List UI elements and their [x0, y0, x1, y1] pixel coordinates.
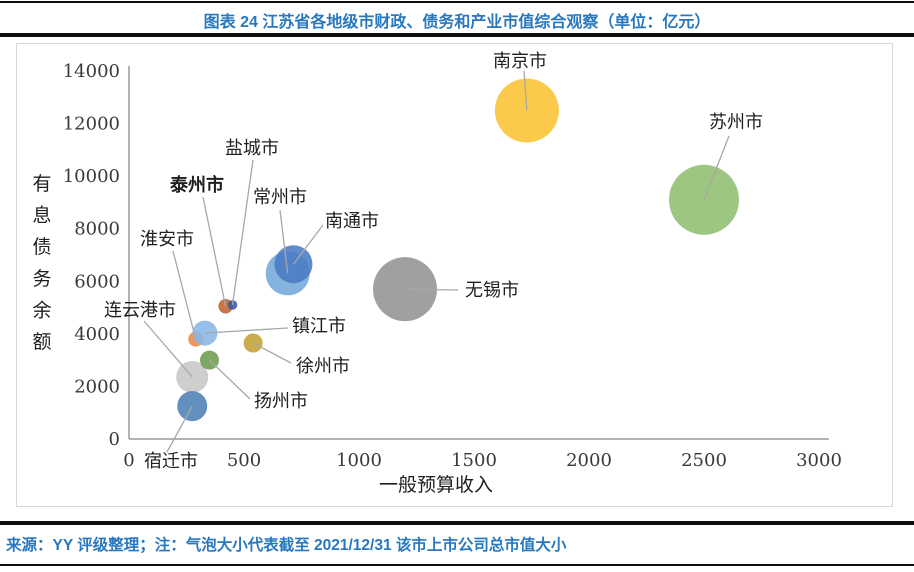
top-rule [0, 1, 914, 3]
city-label-盐城市: 盐城市 [225, 138, 279, 159]
city-label-南京市: 南京市 [493, 51, 547, 72]
y-tick-label: 6000 [74, 271, 120, 292]
leader-扬州市 [209, 359, 251, 400]
y-tick-label: 2000 [74, 376, 120, 397]
y-axis-title-char: 额 [32, 331, 51, 353]
city-label-镇江市: 镇江市 [292, 316, 346, 337]
leader-南京市 [523, 70, 528, 111]
y-axis-title-char: 有 [32, 173, 51, 195]
leader-苏州市 [703, 135, 730, 201]
y-tick-label: 12000 [63, 114, 120, 135]
city-label-扬州市: 扬州市 [254, 391, 308, 412]
y-tick-label: 8000 [74, 219, 120, 240]
leader-镇江市 [204, 327, 289, 334]
city-label-苏州市: 苏州市 [709, 112, 763, 133]
bubble-盐城市 [227, 300, 238, 310]
y-axis-title-char: 余 [32, 299, 51, 321]
city-label-常州市: 常州市 [253, 187, 307, 208]
y-tick-label: 10000 [63, 166, 120, 187]
x-tick-label: 500 [227, 450, 261, 471]
x-tick-label: 2000 [566, 450, 612, 471]
city-label-徐州市: 徐州市 [296, 356, 350, 377]
x-tick-label: 2500 [681, 450, 727, 471]
leader-连云港市 [143, 320, 193, 378]
leader-宿迁市 [166, 405, 193, 453]
leader-徐州市 [252, 342, 292, 364]
leader-常州市 [279, 209, 289, 274]
x-tick-label: 1000 [336, 450, 382, 471]
x-tick-label: 3000 [796, 450, 842, 471]
y-tick-label: 14000 [63, 61, 120, 82]
x-tick-label: 1500 [451, 450, 497, 471]
footer-rule [0, 521, 914, 525]
source-note: 来源：YY 评级整理；注：气泡大小代表截至 2021/12/31 该市上市公司总… [6, 537, 567, 554]
city-label-宿迁市: 宿迁市 [144, 451, 198, 472]
y-axis-title-char: 息 [32, 205, 51, 227]
city-label-淮安市: 淮安市 [140, 229, 194, 250]
x-axis-title: 一般预算收入 [379, 474, 493, 496]
x-tick-label: 0 [123, 450, 134, 471]
chart-frame [16, 43, 893, 507]
bottom-rule [0, 564, 914, 566]
chart-title: 图表 24 江苏省各地级市财政、债务和产业市值综合观察（单位：亿元） [203, 14, 711, 31]
y-tick-label: 4000 [74, 324, 120, 345]
y-tick-label: 0 [109, 429, 120, 450]
city-label-泰州市: 泰州市 [169, 174, 224, 196]
leader-淮安市 [172, 250, 197, 340]
leader-南通市 [292, 224, 324, 265]
y-axis-title-char: 债 [32, 236, 51, 258]
city-label-南通市: 南通市 [325, 211, 379, 232]
leader-无锡市 [404, 288, 459, 291]
leader-泰州市 [202, 196, 227, 307]
city-label-连云港市: 连云港市 [104, 300, 176, 321]
city-label-无锡市: 无锡市 [465, 280, 519, 301]
title-rule [0, 33, 914, 37]
leader-盐城市 [231, 159, 254, 306]
y-axis-title-char: 务 [32, 268, 51, 290]
